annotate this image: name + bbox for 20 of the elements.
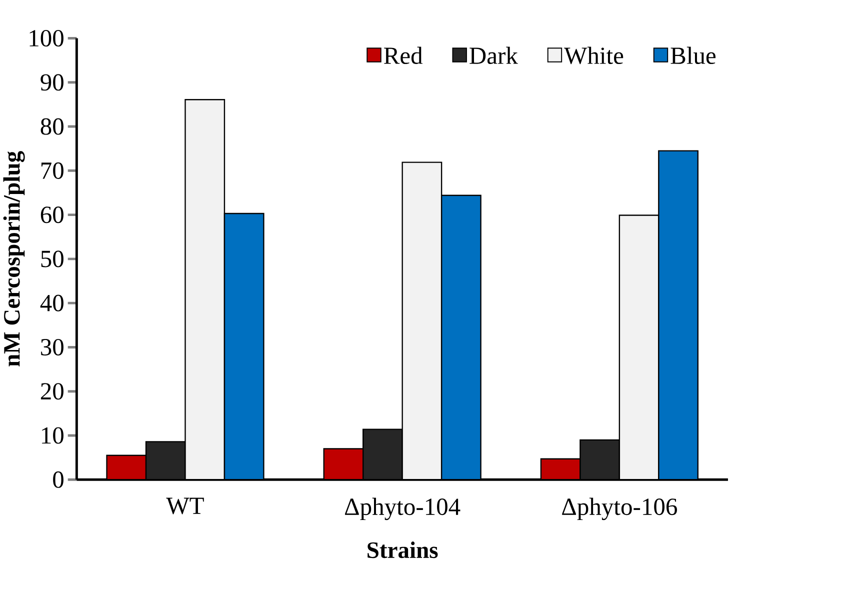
x-tick-label: Δphyto-104 (344, 498, 460, 520)
y-axis-title: nM Cercosporin/plug (3, 151, 25, 366)
x-tick-label: Δphyto-106 (562, 498, 677, 520)
legend-label: Dark (470, 46, 518, 64)
y-tick-label: 90 (40, 74, 64, 91)
legend-label: Blue (670, 46, 716, 64)
legend-label: Red (384, 46, 423, 64)
x-axis-title: Strains (368, 542, 438, 558)
y-tick-label: 60 (40, 206, 64, 224)
y-tick-label: 20 (40, 383, 64, 400)
y-tick-label: 80 (40, 118, 64, 135)
x-tick-label: WT (166, 498, 204, 514)
y-tick-label: 70 (41, 162, 64, 179)
y-tick-label: 30 (41, 338, 64, 356)
y-tick-label: 50 (41, 250, 64, 268)
y-tick-label: 40 (40, 294, 64, 312)
y-tick-label: 10 (42, 427, 64, 444)
y-tick-label: 0 (53, 471, 64, 488)
legend-label: White (564, 46, 624, 64)
y-tick-label: 100 (30, 30, 64, 46)
